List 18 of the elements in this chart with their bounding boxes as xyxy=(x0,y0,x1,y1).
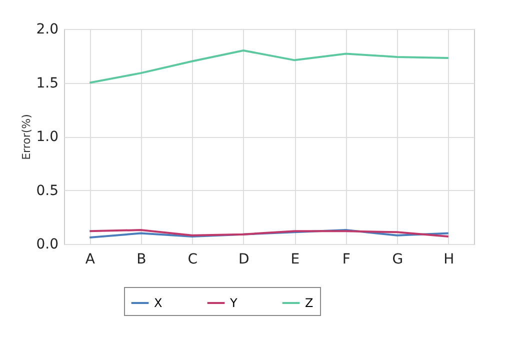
line-series xyxy=(88,50,450,84)
x-tick-label: F xyxy=(342,252,350,268)
legend-label: Z xyxy=(305,296,314,310)
x-tick-label: E xyxy=(290,252,300,268)
x-tick-label: H xyxy=(444,252,454,268)
x-tick-label: C xyxy=(188,252,198,268)
legend-label: X xyxy=(154,296,162,310)
y-tick-label: 2.0 xyxy=(36,22,58,38)
y-tick-label: 1.0 xyxy=(36,129,58,145)
x-tick-label: G xyxy=(392,252,404,268)
x-tick-label: D xyxy=(238,252,250,268)
y-tick-label: 0.0 xyxy=(36,236,58,252)
y-axis-title: Error(%) xyxy=(20,114,34,160)
x-tick-label: A xyxy=(85,252,96,268)
legend-label: Y xyxy=(229,296,238,310)
x-tick-label: B xyxy=(136,252,146,268)
y-tick-label: 1.5 xyxy=(36,75,58,92)
y-tick-label: 0.5 xyxy=(36,182,58,199)
